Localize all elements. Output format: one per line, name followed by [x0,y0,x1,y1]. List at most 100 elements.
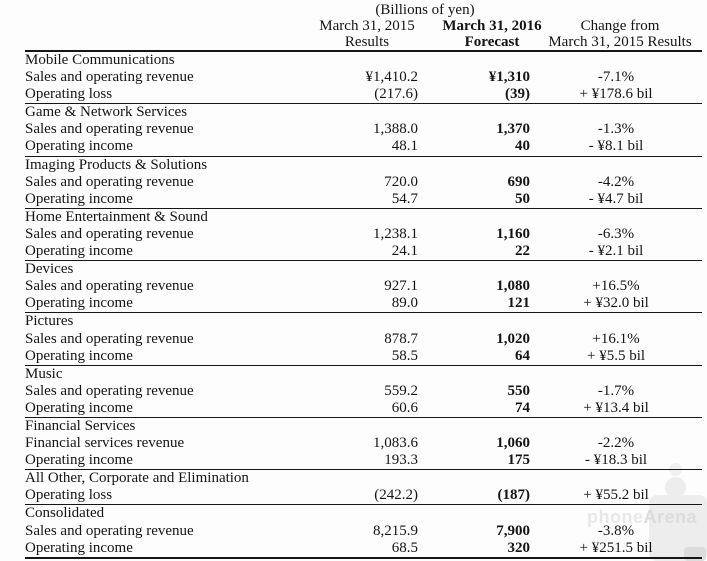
change-value: - ¥4.7 bil [530,190,703,209]
results-value: 24.1 [340,243,418,262]
section-name: Mobile Communications [25,52,175,68]
row-label: Operating income [25,539,340,559]
row-label: Sales and operating revenue [25,382,194,399]
header-rule [25,50,702,52]
section-name: Financial Services [25,417,136,434]
forecast-value: 1,020 [496,330,530,347]
table-row: Operating income 193.3 175- ¥18.3 bil [25,452,703,471]
row-label: Operating income [25,190,340,209]
section-header-row: All Other, Corporate and Elimination [25,470,702,488]
table-row: Sales and operating revenue 559.2 550 -1.7% [25,383,702,400]
results-value: 878.7 [384,330,418,347]
row-label: Operating income [25,138,340,157]
unit-label: (Billions of yen) [375,2,475,18]
change-value: + ¥13.4 bil [530,399,703,418]
column-header-change-line1: Change from [580,18,660,34]
table-row: Operating income 48.1 40- ¥8.1 bil [25,138,703,157]
forecast-value: 690 [507,173,531,190]
row-label: Operating loss [25,86,340,105]
change-value: + ¥32.0 bil [530,295,703,314]
table-row: Sales and operating revenue 1,388.0 1,370 -… [25,121,702,138]
change-value: -3.8% [597,522,635,539]
change-value: -2.2% [597,435,635,452]
results-value: (242.2) [340,487,418,506]
table-row: Financial services revenue 1,083.6 1,060 -2… [25,435,702,452]
table-row: Operating loss (217.6) (39) + ¥178.6 bil [25,86,703,105]
forecast-value: 320 [418,539,530,559]
results-value: (217.6) [340,86,418,105]
row-label: Sales and operating revenue [25,69,194,86]
results-value: 1,083.6 [373,435,418,452]
results-value: 1,238.1 [373,225,418,242]
results-value: 58.5 [340,347,418,366]
change-value: + ¥5.5 bil [530,347,703,366]
change-value: -1.3% [597,121,635,138]
forecast-value: 40 [418,138,530,157]
row-label: Sales and operating revenue [25,225,194,242]
table-row: Operating income 68.5 320 + ¥251.5 bil [25,539,703,559]
section-header-row: Game & Network Services [25,104,702,122]
section-name: Home Entertainment & Sound [25,208,208,225]
row-label: Sales and operating revenue [25,121,194,138]
table-row: Sales and operating revenue 927.1 1,080 +16… [25,278,702,295]
results-value: 60.6 [340,399,418,418]
results-value: 8,215.9 [373,522,418,539]
forecast-value: 1,060 [496,435,530,452]
results-value: 559.2 [384,382,418,399]
section-header-row: Home Entertainment & Sound [25,208,702,226]
forecast-value: 22 [418,243,530,262]
row-label: Operating income [25,295,340,314]
watermark-brand-part1: phone [587,507,644,527]
section-header-row: Devices [25,261,702,279]
table-row: Operating income 54.7 50- ¥4.7 bil [25,190,703,209]
column-header-results-line2: Results [344,34,390,50]
forecast-value: (39) [418,86,530,105]
section-header-row: Imaging Products & Solutions [25,156,702,174]
change-value: + ¥178.6 bil [530,86,703,105]
section-name: Game & Network Services [25,104,188,121]
results-value: 89.0 [340,295,418,314]
row-label: Financial services revenue [25,435,185,452]
forecast-value: 175 [418,452,530,471]
forecast-value: 64 [418,347,530,366]
table-row: Sales and operating revenue 720.0 690 -4.2% [25,174,702,191]
change-value: - ¥18.3 bil [530,452,703,471]
change-value: +16.5% [592,278,640,295]
results-value: 927.1 [384,278,418,295]
forecast-value: 1,160 [496,225,530,242]
column-header-forecast-line2: Forecast [464,34,520,50]
section-header-row: Mobile Communications [25,52,702,69]
row-label: Operating income [25,452,340,471]
change-value: +16.1% [592,330,640,347]
row-label: Sales and operating revenue [25,330,194,347]
column-header-forecast-line1: March 31, 2016 [442,18,542,34]
section-name: Imaging Products & Solutions [25,156,208,173]
results-value: ¥1,410.2 [365,69,419,86]
row-label: Operating income [25,347,340,366]
change-value: -7.1% [597,69,635,86]
results-value: 54.7 [340,190,418,209]
forecast-value: 74 [418,399,530,418]
change-value: -1.7% [597,382,635,399]
results-value: 720.0 [384,173,418,190]
watermark-brand-part2: Arena [643,507,698,527]
section-header-row: Financial Services [25,417,702,435]
table-row: Operating income 58.5 64 + ¥5.5 bil [25,347,703,366]
change-value: + ¥55.2 bil [530,487,703,506]
watermark-brand-text: phoneArena [587,508,697,526]
results-value: 1,388.0 [373,121,418,138]
forecast-value: 1,370 [496,121,530,138]
section-header-row: Music [25,365,702,383]
change-value: - ¥8.1 bil [530,138,703,157]
table-row: Sales and operating revenue ¥1,410.2 ¥1,31… [25,69,702,86]
change-value: + ¥251.5 bil [530,539,703,559]
section-name: Music [25,365,63,382]
results-value: 68.5 [340,539,418,559]
forecast-value: ¥1,310 [488,69,530,86]
forecast-value: 50 [418,190,530,209]
table-row: Operating income 89.0 121 + ¥32.0 bil [25,295,703,314]
table-row: Sales and operating revenue 878.7 1,020 +16… [25,331,702,348]
section-name: Devices [25,261,74,278]
results-value: 193.3 [340,452,418,471]
